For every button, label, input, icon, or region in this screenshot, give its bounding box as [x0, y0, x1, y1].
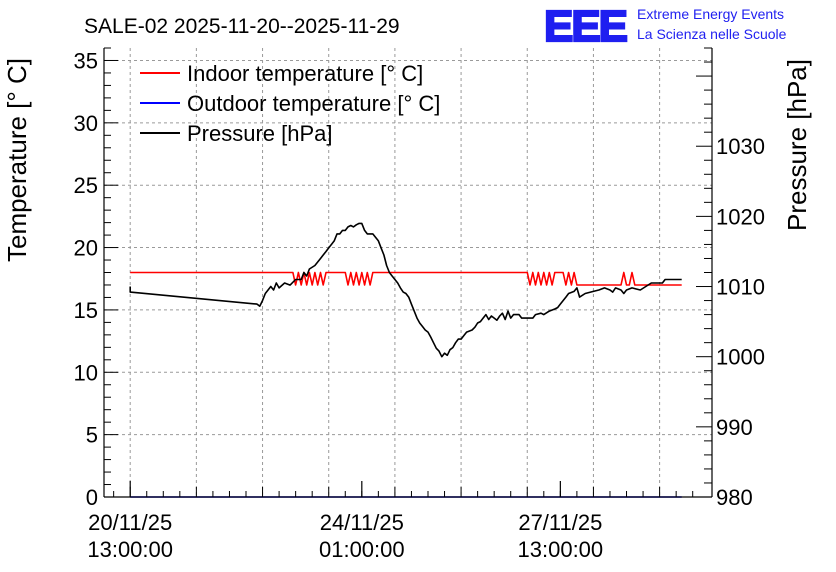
legend-label: Outdoor temperature [° C]	[187, 91, 440, 116]
y-right-tick-label: 1020	[716, 204, 765, 229]
y-left-tick-label: 25	[74, 173, 98, 198]
y-right-tick-label: 1010	[716, 275, 765, 300]
eee-logo-mark: EEE	[544, 2, 628, 51]
y-left-tick-label: 35	[74, 48, 98, 73]
eee-logo-line1: Extreme Energy Events	[637, 6, 784, 22]
x-tick-label-time: 13:00:00	[87, 537, 173, 562]
x-tick-label-time: 13:00:00	[518, 537, 604, 562]
y-axis-right-label: Pressure [hPa]	[782, 59, 812, 231]
series-line-indoor-temperature-c	[130, 271, 682, 286]
eee-logo-line2: La Scienza nelle Scuole	[637, 26, 787, 42]
y-right-tick-label: 980	[716, 485, 753, 510]
legend: Indoor temperature [° C] Outdoor temperat…	[140, 61, 440, 146]
y-left-tick-label: 5	[86, 423, 98, 448]
x-tick-label-time: 01:00:00	[319, 537, 405, 562]
y-left-tick-label: 20	[74, 236, 98, 261]
eee-logo: EEE Extreme Energy Events La Scienza nel…	[543, 1, 787, 52]
chart-title: SALE-02 2025-11-20--2025-11-29	[84, 15, 400, 38]
series-line-pressure-hpa	[129, 222, 682, 358]
x-tick-label-date: 24/11/25	[320, 510, 404, 535]
y-right-tick-label: 990	[716, 415, 753, 440]
y-left-tick-label: 15	[74, 298, 98, 323]
x-tick-label-date: 27/11/25	[518, 510, 602, 535]
legend-label: Pressure [hPa]	[187, 121, 333, 146]
x-tick-label-date: 20/11/25	[88, 510, 172, 535]
y-left-tick-label: 10	[74, 360, 98, 385]
y-right-tick-label: 1000	[716, 345, 765, 370]
legend-label: Indoor temperature [° C]	[187, 61, 423, 86]
y-left-tick-label: 30	[74, 111, 98, 136]
grid	[104, 48, 712, 497]
y-left-tick-label: 0	[86, 485, 98, 510]
y-right-tick-label: 1030	[716, 134, 765, 159]
y-axis-left-label: Temperature [° C]	[2, 58, 32, 262]
axes: 0 5 10 15 20 25 30 35 980 990 1000 1010 1020 1030 20/1…	[74, 47, 765, 562]
